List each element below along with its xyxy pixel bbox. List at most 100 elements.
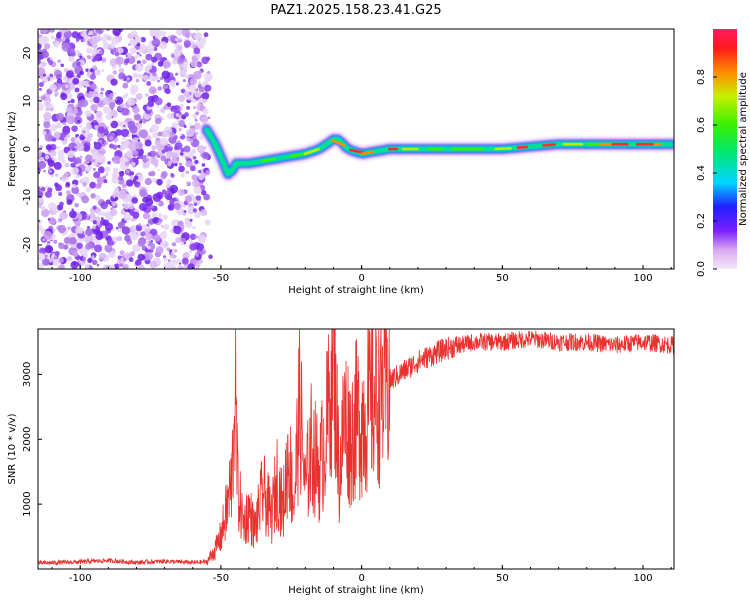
noise-speckle <box>76 193 80 197</box>
noise-speckle <box>83 80 90 87</box>
noise-speckle <box>131 224 137 230</box>
noise-speckle <box>194 211 201 219</box>
snr-frame <box>37 328 675 570</box>
noise-speckle <box>48 169 52 173</box>
noise-speckle <box>90 104 98 112</box>
noise-speckle <box>118 263 123 268</box>
noise-speckle <box>50 83 58 91</box>
noise-speckle <box>67 150 75 159</box>
spectrogram-y-tick-label: -20 <box>22 237 33 253</box>
noise-speckle <box>159 76 164 81</box>
noise-speckle <box>123 252 132 260</box>
noise-speckle <box>196 249 200 254</box>
colorbar-tick-label: 0.6 <box>696 117 707 133</box>
noise-speckle <box>166 150 174 159</box>
noise-speckle <box>53 256 58 260</box>
noise-speckle <box>159 137 169 146</box>
noise-speckle <box>198 174 205 181</box>
noise-speckle <box>127 43 131 46</box>
noise-speckle <box>146 233 153 241</box>
noise-speckle <box>88 30 94 36</box>
noise-speckle <box>49 123 58 132</box>
noise-speckle <box>165 88 171 95</box>
noise-speckle <box>74 157 82 165</box>
noise-speckle <box>41 208 50 218</box>
noise-speckle <box>112 144 118 150</box>
noise-speckle <box>105 171 109 175</box>
noise-speckle <box>198 81 201 85</box>
noise-speckle <box>185 170 189 174</box>
noise-speckle <box>74 219 81 227</box>
noise-speckle <box>203 32 209 38</box>
noise-speckle <box>166 247 171 252</box>
noise-speckle <box>95 158 100 163</box>
noise-speckle <box>162 214 169 220</box>
noise-speckle <box>77 119 81 123</box>
noise-speckle <box>38 87 42 91</box>
noise-speckle <box>109 264 116 269</box>
noise-speckle <box>189 233 197 240</box>
noise-speckle <box>167 259 171 262</box>
noise-speckle <box>38 203 42 209</box>
noise-speckle <box>114 98 118 101</box>
colorbar: 0.0 0.2 0.4 0.6 0.8 Normalized spectral ampl… <box>696 29 749 277</box>
noise-speckle <box>177 45 183 51</box>
noise-speckle <box>197 98 204 105</box>
noise-speckle <box>117 259 122 264</box>
noise-speckle <box>170 173 175 178</box>
noise-speckle <box>112 167 119 174</box>
noise-speckle <box>161 189 167 195</box>
noise-speckle <box>153 46 158 52</box>
noise-speckle <box>130 218 135 222</box>
noise-speckle <box>167 144 170 148</box>
noise-speckle <box>129 210 135 216</box>
noise-speckle <box>197 169 202 174</box>
noise-speckle <box>195 242 204 252</box>
noise-speckle <box>74 87 80 93</box>
noise-speckle <box>134 180 141 188</box>
figure-title: PAZ1.2025.158.23.41.G25 <box>270 3 441 18</box>
noise-speckle <box>152 193 162 202</box>
noise-speckle <box>105 113 113 121</box>
noise-speckle <box>192 85 197 91</box>
noise-speckle <box>172 105 182 114</box>
noise-speckle <box>143 159 147 164</box>
noise-speckle <box>108 101 116 109</box>
noise-speckle <box>72 77 80 85</box>
noise-speckle <box>65 84 69 89</box>
noise-speckle <box>157 200 164 207</box>
noise-speckle <box>183 124 187 128</box>
noise-speckle <box>108 250 116 258</box>
noise-speckle <box>134 175 139 180</box>
colorbar-ticks: 0.0 0.2 0.4 0.6 0.8 <box>696 69 717 277</box>
noise-speckle <box>182 251 190 260</box>
noise-speckle <box>111 36 120 45</box>
noise-speckle <box>189 243 197 251</box>
noise-speckle <box>70 162 75 168</box>
noise-speckle <box>63 236 71 244</box>
noise-speckle <box>160 30 167 37</box>
noise-speckle <box>132 105 140 114</box>
noise-speckle <box>192 208 198 213</box>
noise-speckle <box>189 250 192 253</box>
noise-speckle <box>187 263 196 269</box>
noise-speckle <box>196 145 205 153</box>
noise-speckle <box>70 137 76 143</box>
noise-speckle <box>182 63 188 70</box>
noise-speckle <box>70 260 79 269</box>
noise-speckle <box>38 36 47 46</box>
noise-speckle <box>67 226 71 230</box>
noise-speckle <box>126 169 130 174</box>
noise-speckle <box>135 141 144 150</box>
snr-series-line <box>38 329 674 566</box>
noise-speckle <box>59 29 68 34</box>
noise-speckle <box>171 242 177 247</box>
noise-speckle <box>168 135 177 144</box>
noise-speckle <box>65 106 73 114</box>
noise-speckle <box>79 134 85 141</box>
noise-speckle <box>151 56 158 63</box>
noise-speckle <box>43 73 47 77</box>
noise-speckle <box>55 73 62 80</box>
noise-speckle <box>161 117 165 121</box>
